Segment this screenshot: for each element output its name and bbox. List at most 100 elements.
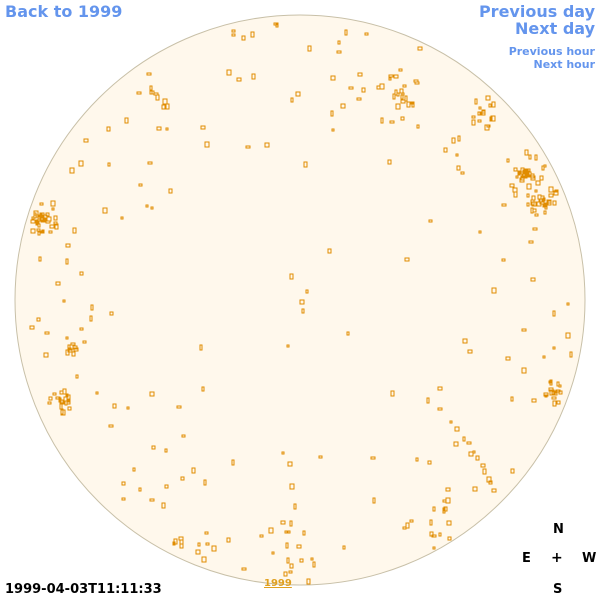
feature-mark [372,497,376,504]
feature-mark [488,103,492,108]
feature-mark [241,35,246,41]
feature-mark [102,207,108,214]
feature-mark [43,352,49,358]
feature-mark [31,216,35,220]
feature-mark [64,400,68,406]
feature-mark [149,391,155,397]
year-link[interactable]: 1999 [264,578,292,589]
feature-mark [126,406,130,410]
feature-mark [491,101,496,108]
feature-mark [552,400,557,407]
feature-mark [138,487,142,492]
feature-mark [429,531,434,537]
feature-mark [530,207,534,214]
feature-mark [78,160,84,167]
feature-mark [271,551,275,555]
feature-mark [521,328,527,332]
feature-mark [400,116,405,121]
feature-mark [481,110,486,116]
feature-mark [284,530,288,534]
feature-mark [548,193,554,198]
feature-mark [513,167,518,172]
feature-mark [312,561,316,568]
feature-mark [558,384,562,388]
previous-day-link[interactable]: Previous day [478,2,595,21]
feature-mark [281,451,285,455]
feature-mark [518,170,522,175]
feature-mark [539,175,544,181]
feature-mark [552,310,556,317]
feature-mark [399,88,404,94]
feature-mark [203,479,207,486]
feature-mark [306,578,311,585]
back-to-year-link[interactable]: Back to 1999 [5,2,123,21]
feature-mark [510,468,515,474]
feature-mark [75,374,79,379]
feature-mark [164,448,168,453]
feature-mark [48,396,53,401]
feature-mark [250,31,255,38]
feature-mark [521,367,527,374]
feature-mark [534,189,538,193]
feature-mark [65,243,71,248]
next-day-link[interactable]: Next day [515,19,595,38]
feature-mark [454,426,460,432]
feature-mark [73,347,79,352]
feature-mark [404,95,408,102]
feature-mark [33,210,39,216]
feature-mark [534,213,539,217]
feature-mark [543,210,547,215]
compass-east-label: E [522,551,531,566]
feature-mark [231,29,236,33]
feature-mark [526,193,530,198]
feature-mark [67,406,72,411]
feature-mark [293,503,297,510]
feature-mark [72,227,77,234]
feature-mark [65,349,70,356]
feature-mark [290,97,294,103]
feature-mark [70,342,76,346]
feature-mark [415,457,419,462]
feature-mark [50,200,56,207]
feature-mark [565,332,571,339]
feature-mark [471,119,476,126]
previous-hour-link[interactable]: Previous hour [508,45,595,58]
feature-mark [286,557,290,564]
feature-mark [541,165,545,171]
feature-mark [392,93,396,100]
feature-mark [146,72,152,76]
feature-mark [289,563,294,569]
feature-mark [204,141,210,148]
feature-mark [236,77,242,82]
feature-mark [195,549,201,555]
feature-mark [524,149,529,156]
feature-mark [79,327,84,331]
next-hour-link[interactable]: Next hour [533,58,596,71]
feature-mark [231,459,235,466]
feature-mark [283,571,288,577]
feature-mark [455,153,459,157]
feature-mark [400,94,404,100]
feature-mark [491,488,497,493]
feature-mark [376,85,381,90]
feature-mark [348,86,354,90]
feature-mark [524,174,528,179]
feature-mark [388,77,392,81]
feature-mark [443,147,448,153]
feature-mark [389,120,395,124]
feature-mark [370,456,376,460]
feature-mark [544,203,548,210]
feature-mark [447,536,452,541]
feature-mark [65,336,69,340]
feature-mark [388,74,394,78]
feature-mark [59,390,64,395]
feature-mark [149,85,153,92]
feature-mark [48,230,53,234]
feature-mark [95,391,99,395]
feature-mark [510,396,514,402]
feature-mark [226,537,231,543]
feature-mark [337,40,341,45]
feature-mark [453,441,459,447]
feature-mark [251,73,256,80]
feature-mark [299,299,305,305]
